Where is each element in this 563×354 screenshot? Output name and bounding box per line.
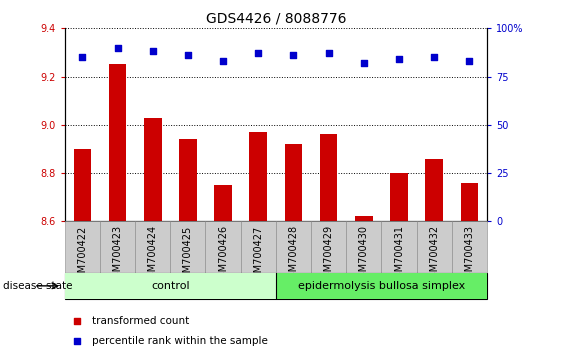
Point xyxy=(465,58,474,64)
Text: GSM700425: GSM700425 xyxy=(183,225,193,285)
Bar xyxy=(346,221,382,273)
Bar xyxy=(311,221,346,273)
Text: GSM700427: GSM700427 xyxy=(253,225,263,285)
Bar xyxy=(382,221,417,273)
Bar xyxy=(320,135,337,221)
Text: GSM700424: GSM700424 xyxy=(148,225,158,285)
Text: transformed count: transformed count xyxy=(92,316,189,326)
Text: GSM700430: GSM700430 xyxy=(359,225,369,284)
Bar xyxy=(276,273,487,299)
Bar xyxy=(417,221,452,273)
Point xyxy=(289,52,298,58)
Text: disease state: disease state xyxy=(3,281,72,291)
Bar xyxy=(179,139,196,221)
Text: GSM700432: GSM700432 xyxy=(429,225,439,285)
Point xyxy=(148,48,157,54)
Text: GSM700429: GSM700429 xyxy=(324,225,334,285)
Text: GSM700422: GSM700422 xyxy=(77,225,87,285)
Text: GSM700433: GSM700433 xyxy=(464,225,475,284)
Text: GSM700431: GSM700431 xyxy=(394,225,404,284)
Point xyxy=(430,55,439,60)
Point xyxy=(78,55,87,60)
Point xyxy=(324,51,333,56)
Text: GSM700428: GSM700428 xyxy=(288,225,298,285)
Text: GSM700423: GSM700423 xyxy=(113,225,123,285)
Bar xyxy=(65,221,100,273)
Point xyxy=(184,52,193,58)
Bar xyxy=(100,221,135,273)
Point xyxy=(73,318,82,324)
Bar xyxy=(135,221,171,273)
Point xyxy=(218,58,227,64)
Bar xyxy=(109,64,126,221)
Point xyxy=(73,338,82,344)
Bar xyxy=(452,221,487,273)
Point xyxy=(254,51,263,56)
Text: percentile rank within the sample: percentile rank within the sample xyxy=(92,336,268,346)
Text: epidermolysis bullosa simplex: epidermolysis bullosa simplex xyxy=(298,281,465,291)
Bar xyxy=(65,273,276,299)
Bar xyxy=(241,221,276,273)
Title: GDS4426 / 8088776: GDS4426 / 8088776 xyxy=(205,12,346,26)
Point xyxy=(395,56,404,62)
Text: control: control xyxy=(151,281,190,291)
Bar xyxy=(249,132,267,221)
Bar xyxy=(461,183,478,221)
Bar xyxy=(390,173,408,221)
Point xyxy=(113,45,122,50)
Bar xyxy=(144,118,162,221)
Bar xyxy=(276,221,311,273)
Point xyxy=(359,60,368,66)
Bar xyxy=(205,221,241,273)
Bar xyxy=(285,144,302,221)
Bar xyxy=(215,185,232,221)
Bar xyxy=(171,221,205,273)
Bar xyxy=(426,159,443,221)
Text: GSM700426: GSM700426 xyxy=(218,225,228,285)
Bar xyxy=(355,216,373,221)
Bar xyxy=(74,149,91,221)
